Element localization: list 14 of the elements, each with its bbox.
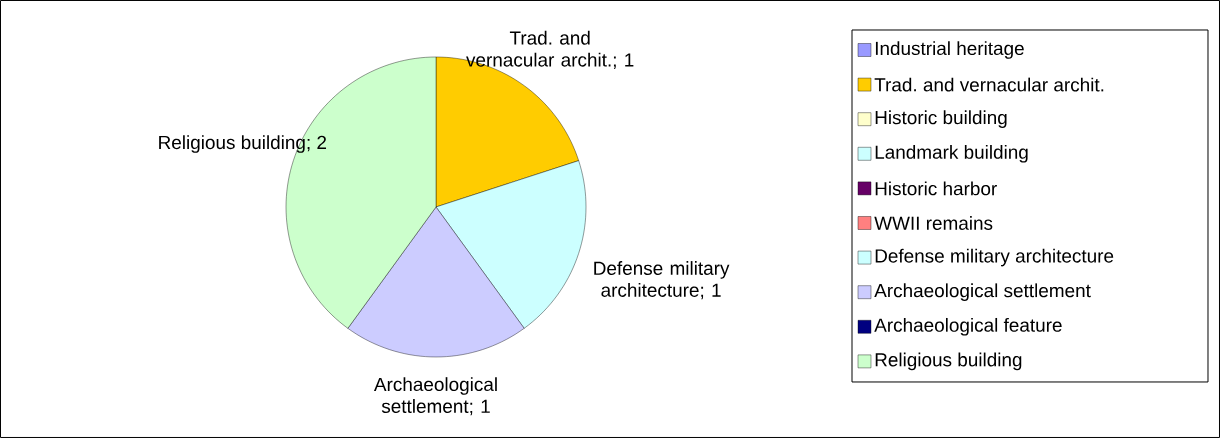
legend-label: Trad. and vernacular archit. — [874, 77, 1104, 92]
data-label: Archaeological settlement; 1 — [373, 377, 497, 416]
legend-label: Industrial heritage — [875, 41, 1024, 59]
legend-label: Religious building — [875, 352, 1022, 371]
data-label: Religious building; 2 — [159, 135, 327, 153]
legend-label: Archaeological settlement — [874, 283, 1091, 301]
legend-label: WWII remains — [874, 216, 993, 230]
legend-label: Archaeological feature — [874, 317, 1062, 336]
legend-label: Historic building — [875, 110, 1007, 128]
legend-label: Historic harbor — [875, 181, 997, 196]
data-label: Trad. and vernacular archit.; 1 — [466, 30, 634, 69]
legend-label: Defense military architecture — [875, 248, 1114, 267]
data-label: Defense military architecture; 1 — [594, 261, 730, 300]
legend-label: Landmark building — [875, 144, 1028, 163]
